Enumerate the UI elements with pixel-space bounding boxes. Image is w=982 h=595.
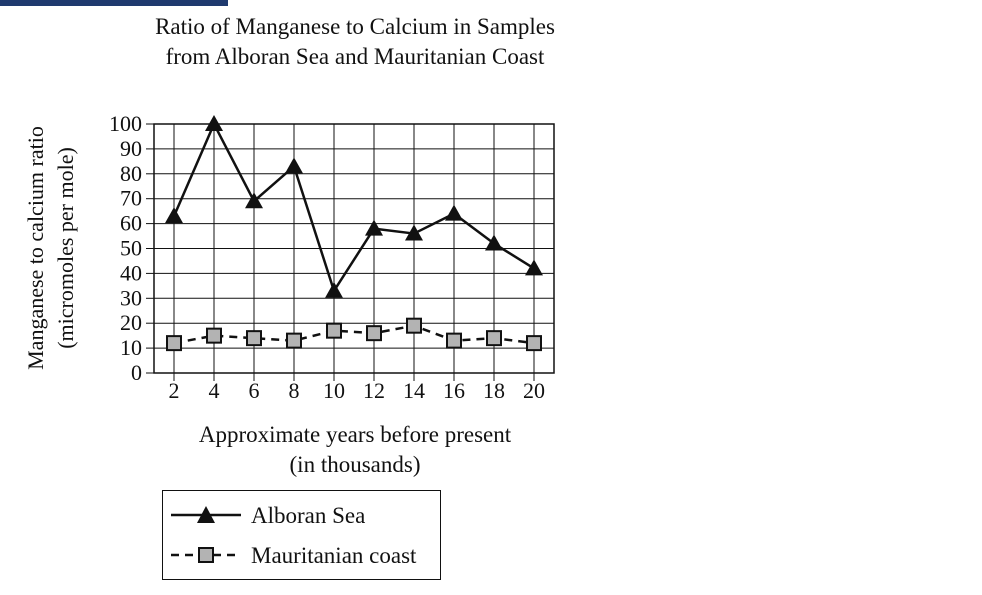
point-alboran-sea-14: [405, 224, 423, 241]
legend-item-mauritanian-coast: Mauritanian coast: [163, 537, 440, 577]
point-alboran-sea-16: [445, 204, 463, 221]
chart-title-line-1: Ratio of Manganese to Calcium in Samples: [155, 14, 555, 39]
point-alboran-sea-8: [285, 157, 303, 174]
y-tick-label-30: 30: [120, 285, 142, 310]
top-accent-bar: [0, 0, 228, 6]
point-mauritanian-coast-14: [406, 317, 422, 334]
point-mauritanian-coast-18: [486, 330, 502, 347]
y-axis-title-line-2: (micromoles per mole): [53, 147, 78, 349]
point-mauritanian-coast-4: [206, 327, 222, 344]
y-axis-title: Manganese to calcium ratio (micromoles p…: [23, 126, 78, 370]
x-tick-label-10: 10: [323, 378, 345, 403]
y-axis-title-line-1: Manganese to calcium ratio: [23, 126, 48, 370]
legend-label-mauritanian-coast: Mauritanian coast: [251, 543, 417, 568]
chart-title-line-2: from Alboran Sea and Mauritanian Coast: [165, 44, 545, 69]
y-tick-label-90: 90: [120, 136, 142, 161]
y-tick-label-50: 50: [120, 236, 142, 261]
point-mauritanian-coast-8: [286, 332, 302, 349]
point-mauritanian-coast-10: [326, 322, 342, 339]
y-tick-label-60: 60: [120, 211, 142, 236]
x-tick-label-12: 12: [363, 378, 385, 403]
x-tick-label-8: 8: [289, 378, 300, 403]
point-alboran-sea-10: [325, 281, 343, 298]
point-mauritanian-coast-12: [366, 325, 382, 342]
plot-frame: [153, 123, 555, 374]
x-tick-label-16: 16: [443, 378, 465, 403]
point-alboran-sea-2: [165, 207, 183, 224]
point-mauritanian-coast-20: [526, 335, 542, 352]
point-alboran-sea-20: [525, 259, 543, 276]
x-tick-label-4: 4: [209, 378, 220, 403]
x-tick-label-2: 2: [169, 378, 180, 403]
chart-title: Ratio of Manganese to Calcium in Samples…: [100, 12, 610, 72]
legend-label-alboran-sea: Alboran Sea: [251, 503, 366, 528]
x-tick-label-18: 18: [483, 378, 505, 403]
legend: Alboran Sea Mauritanian coast: [162, 490, 441, 580]
grid: [154, 123, 554, 374]
x-tick-label-14: 14: [403, 378, 425, 403]
legend-swatch-mauritanian-coast: [171, 547, 241, 563]
x-tick-label-6: 6: [249, 378, 260, 403]
point-alboran-sea-4: [205, 115, 223, 131]
x-axis-title-line-2: (in thousands): [289, 452, 421, 477]
legend-swatch-alboran-sea: [171, 506, 241, 523]
series-line-alboran-sea: [172, 122, 535, 293]
series-line-mauritanian-coast: [173, 324, 535, 345]
x-axis-title: Approximate years before present (in tho…: [120, 420, 590, 480]
point-alboran-sea-18: [485, 234, 503, 251]
y-tick-label-40: 40: [120, 260, 142, 285]
y-tick-label-0: 0: [131, 360, 142, 385]
x-axis-title-line-1: Approximate years before present: [198, 422, 512, 447]
y-tick-label-20: 20: [120, 310, 142, 335]
x-tick-label-20: 20: [523, 378, 545, 403]
point-alboran-sea-6: [245, 192, 263, 209]
y-tick-label-10: 10: [120, 335, 142, 360]
point-mauritanian-coast-6: [246, 330, 262, 347]
legend-item-alboran-sea: Alboran Sea: [163, 497, 440, 537]
point-mauritanian-coast-16: [446, 332, 462, 349]
y-tick-label-80: 80: [120, 161, 142, 186]
y-tick-label-70: 70: [120, 186, 142, 211]
point-mauritanian-coast-2: [166, 335, 182, 352]
series-layer: [165, 115, 543, 352]
y-tick-label-100: 100: [109, 111, 142, 136]
point-alboran-sea-12: [365, 219, 383, 236]
